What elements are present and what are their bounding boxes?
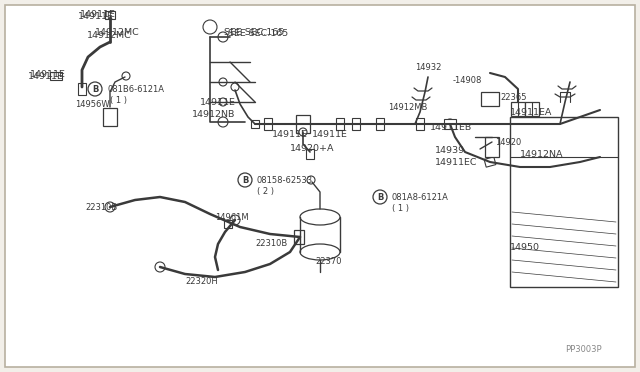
Circle shape xyxy=(307,176,315,184)
Circle shape xyxy=(218,32,228,42)
Circle shape xyxy=(230,215,240,225)
Text: 22320H: 22320H xyxy=(185,278,218,286)
Bar xyxy=(416,118,424,130)
Bar xyxy=(103,108,117,126)
Circle shape xyxy=(373,190,387,204)
Bar xyxy=(294,230,304,244)
Text: ( 1 ): ( 1 ) xyxy=(392,203,409,212)
Bar xyxy=(556,118,564,130)
Text: 081B6-6121A: 081B6-6121A xyxy=(107,84,164,93)
Text: 14911E: 14911E xyxy=(80,10,116,19)
Text: 14911E: 14911E xyxy=(312,129,348,138)
Circle shape xyxy=(203,20,217,34)
Circle shape xyxy=(105,202,115,212)
Text: SEE SEC.165: SEE SEC.165 xyxy=(224,28,284,36)
Text: 14911EB: 14911EB xyxy=(430,122,472,131)
Text: B: B xyxy=(242,176,248,185)
Bar xyxy=(105,11,115,19)
Circle shape xyxy=(218,117,228,127)
Bar xyxy=(575,158,585,166)
Text: 14911EA: 14911EA xyxy=(510,108,552,116)
Text: 14920: 14920 xyxy=(495,138,521,147)
Text: ( 1 ): ( 1 ) xyxy=(110,96,127,105)
Text: 14912NB: 14912NB xyxy=(192,109,236,119)
Text: 22370: 22370 xyxy=(315,257,342,266)
Bar xyxy=(444,119,456,129)
Circle shape xyxy=(299,128,307,136)
Text: 14956W: 14956W xyxy=(75,99,109,109)
Bar xyxy=(264,118,272,130)
Text: 081A8-6121A: 081A8-6121A xyxy=(392,192,449,202)
Text: 14932: 14932 xyxy=(415,62,442,71)
Text: 14911E: 14911E xyxy=(30,70,66,78)
Text: PP3003P: PP3003P xyxy=(565,346,602,355)
Circle shape xyxy=(219,98,227,106)
Text: 14912MC: 14912MC xyxy=(87,31,132,39)
Circle shape xyxy=(238,173,252,187)
Text: 14911E: 14911E xyxy=(200,97,236,106)
Ellipse shape xyxy=(300,209,340,225)
Circle shape xyxy=(88,82,102,96)
Text: 14911E: 14911E xyxy=(272,129,308,138)
Bar xyxy=(78,83,86,95)
Bar xyxy=(50,72,62,80)
Text: B: B xyxy=(377,192,383,202)
Text: 08158-62533: 08158-62533 xyxy=(257,176,313,185)
Text: B: B xyxy=(92,84,98,93)
Bar xyxy=(352,118,360,130)
Text: ( 2 ): ( 2 ) xyxy=(257,186,274,196)
Text: 14911EC: 14911EC xyxy=(435,157,477,167)
Bar xyxy=(224,220,232,228)
Circle shape xyxy=(445,119,455,129)
Text: 14950: 14950 xyxy=(510,243,540,251)
Text: 14911E: 14911E xyxy=(78,12,114,20)
Circle shape xyxy=(219,78,227,86)
Text: -14908: -14908 xyxy=(453,76,483,84)
Text: 14961M: 14961M xyxy=(215,212,248,221)
Bar xyxy=(484,157,496,167)
Circle shape xyxy=(231,83,239,91)
Bar xyxy=(511,102,525,116)
Circle shape xyxy=(122,72,130,80)
Circle shape xyxy=(155,262,165,272)
Text: 14920+A: 14920+A xyxy=(290,144,335,153)
Text: SEE SEC.165: SEE SEC.165 xyxy=(228,29,288,38)
Bar xyxy=(485,137,499,157)
FancyBboxPatch shape xyxy=(5,5,635,367)
Text: 22310B: 22310B xyxy=(85,202,117,212)
Text: 14939: 14939 xyxy=(435,145,465,154)
Bar xyxy=(481,92,499,106)
Bar xyxy=(525,102,539,116)
Bar xyxy=(510,117,618,287)
Bar xyxy=(306,149,314,159)
Text: 14911E: 14911E xyxy=(28,71,64,80)
Text: 14912NA: 14912NA xyxy=(520,150,563,158)
Ellipse shape xyxy=(300,244,340,260)
Text: 22365: 22365 xyxy=(500,93,527,102)
Bar xyxy=(336,118,344,130)
Bar xyxy=(251,120,259,128)
Text: 14912MB: 14912MB xyxy=(388,103,428,112)
Bar xyxy=(376,118,384,130)
Text: 14912MC: 14912MC xyxy=(95,28,140,36)
Bar xyxy=(296,115,310,133)
Text: 22310B: 22310B xyxy=(255,240,287,248)
